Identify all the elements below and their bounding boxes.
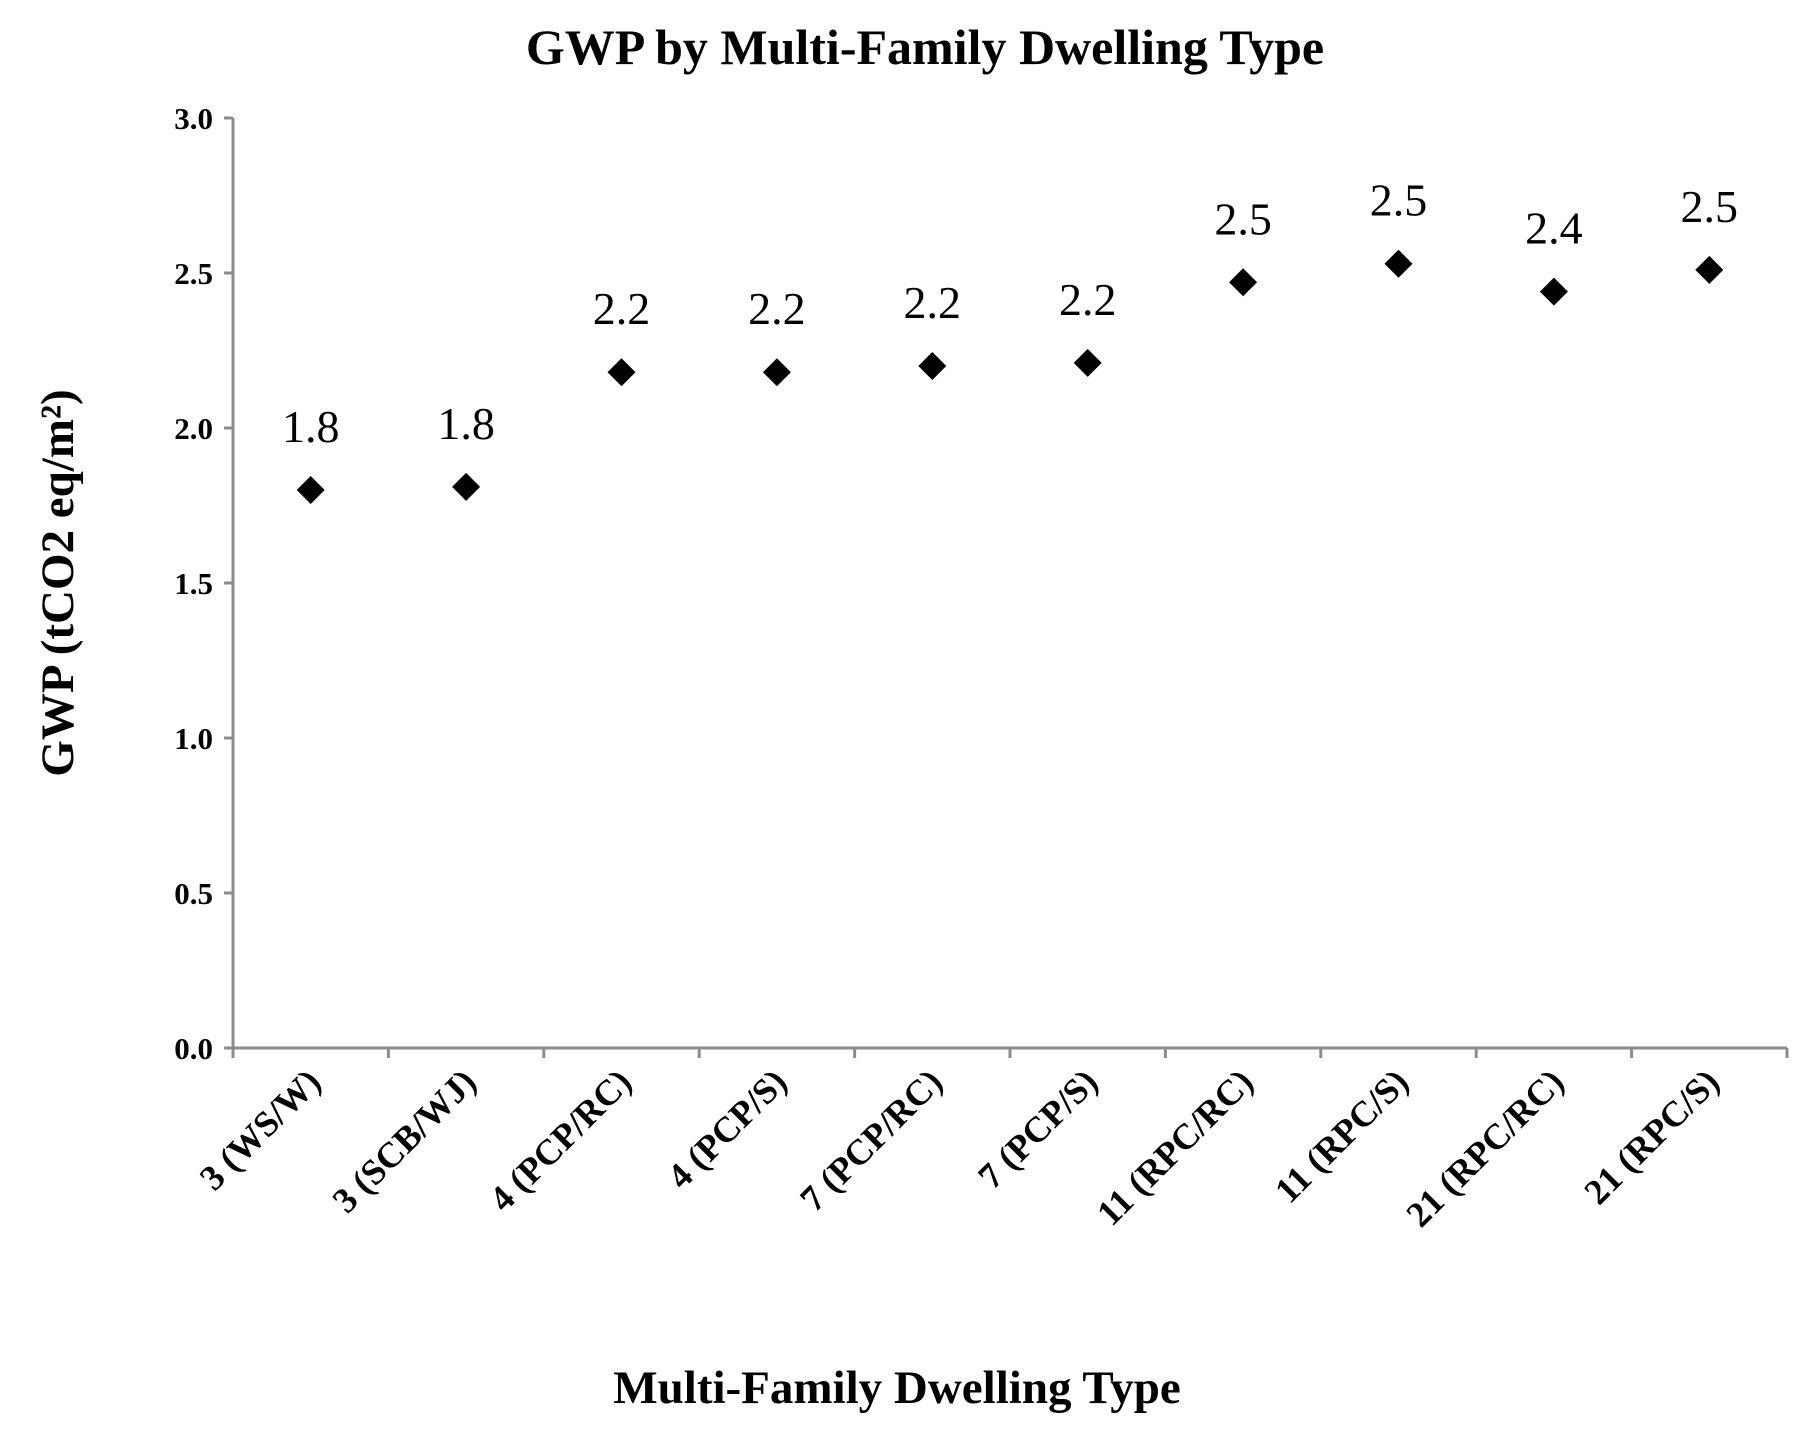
data-label: 2.5 (1214, 193, 1272, 244)
x-tick-label: 4 (PCP/RC) (482, 1061, 640, 1219)
data-point (918, 352, 947, 380)
y-ticks: 0.0 0.5 1.0 1.5 2.0 2.5 3.0 (174, 101, 233, 1066)
data-labels: 1.8 1.8 2.2 2.2 2.2 2.2 2.5 2.5 2.4 2.5 (282, 175, 1738, 452)
chart-title: GWP by Multi-Family Dwelling Type (526, 19, 1324, 75)
data-label: 2.2 (593, 283, 651, 334)
x-tick-label: 11 (RPC/S) (1267, 1061, 1416, 1210)
data-point (1073, 348, 1102, 377)
data-point (452, 472, 481, 501)
data-point (1695, 255, 1724, 284)
x-tick-label: 3 (WS/W) (192, 1061, 328, 1197)
y-tick-label: 2.0 (174, 411, 213, 446)
y-tick-label: 0.0 (174, 1031, 213, 1066)
data-point (1539, 277, 1568, 306)
y-tick-label: 3.0 (174, 101, 213, 136)
data-point (607, 358, 636, 387)
y-tick-label: 1.5 (174, 566, 213, 601)
y-tick-label: 2.5 (174, 256, 213, 291)
data-point (296, 476, 325, 504)
y-tick-label: 0.5 (174, 876, 213, 911)
x-tick-label: 11 (RPC/RC) (1089, 1061, 1261, 1233)
data-label: 1.8 (282, 401, 340, 452)
x-tick-label: 3 (SCB/WJ) (325, 1061, 484, 1220)
data-label: 1.8 (437, 398, 495, 449)
x-tick-label: 21 (RPC/RC) (1398, 1061, 1571, 1234)
x-tick-label: 4 (PCP/S) (660, 1061, 795, 1196)
x-axis-title: Multi-Family Dwelling Type (613, 1362, 1180, 1414)
data-points (296, 249, 1724, 504)
data-label: 2.4 (1525, 203, 1583, 254)
data-point (1384, 249, 1413, 278)
data-point (1229, 268, 1258, 297)
x-tick-label: 21 (RPC/S) (1576, 1061, 1727, 1212)
x-tick-label: 7 (PCP/RC) (792, 1061, 950, 1219)
data-label: 2.5 (1681, 181, 1739, 232)
data-label: 2.5 (1370, 175, 1428, 226)
y-tick-label: 1.0 (174, 721, 213, 756)
data-label: 2.2 (904, 277, 962, 328)
x-ticks: 3 (WS/W)3 (SCB/WJ)4 (PCP/RC) 4 (PCP/S)7 (… (192, 1048, 1789, 1235)
x-tick-label: 7 (PCP/S) (970, 1061, 1105, 1196)
data-label: 2.2 (748, 283, 806, 334)
data-label: 2.2 (1059, 274, 1117, 325)
y-axis-title: GWP (tCO2 eq/m²) (32, 389, 84, 776)
data-point (762, 358, 791, 387)
